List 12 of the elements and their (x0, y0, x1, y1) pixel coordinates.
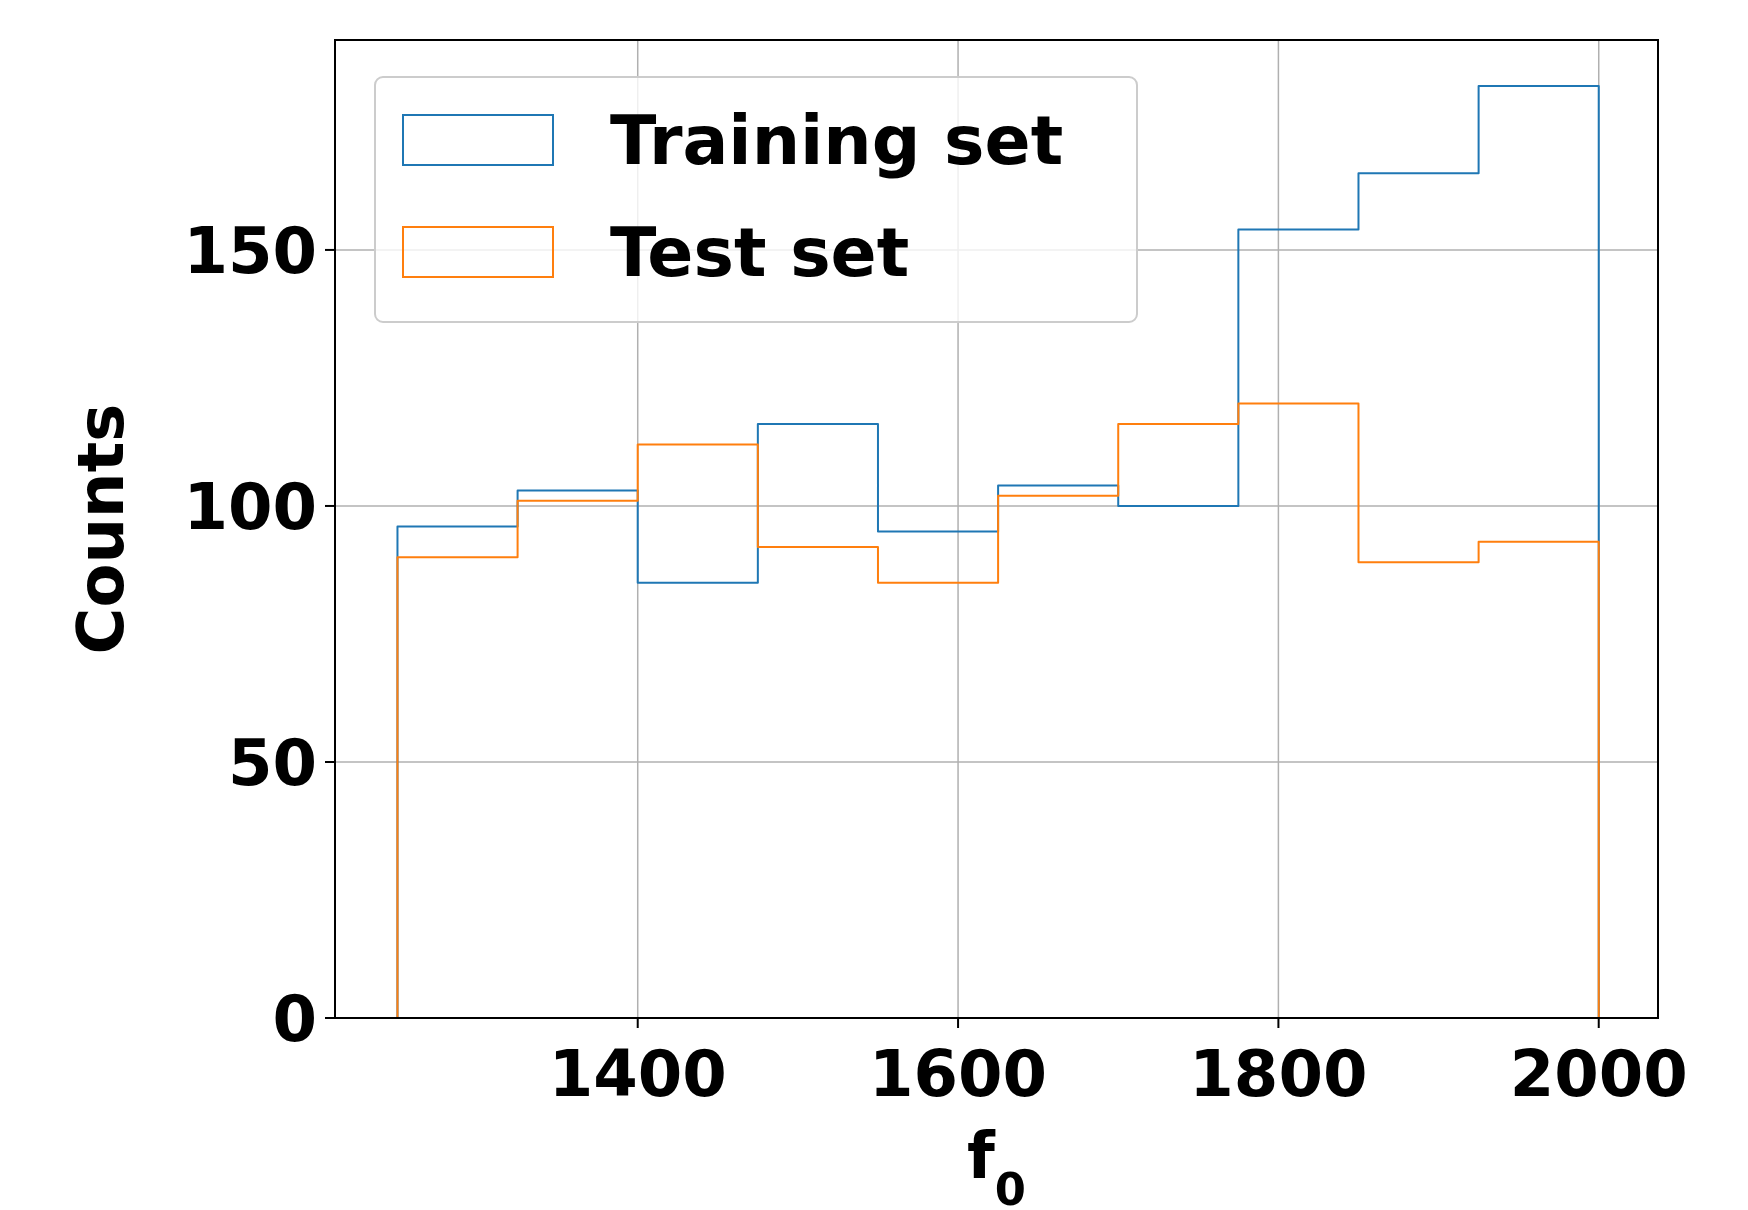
y-tick-label: 150 (183, 213, 317, 288)
x-axis-title: f$_{0}$ (966, 1119, 1027, 1210)
y-tick-label: 50 (227, 726, 317, 801)
y-tick-label: 0 (272, 982, 317, 1057)
x-tick-label: 1600 (869, 1037, 1048, 1111)
x-tick-label: 1800 (1189, 1037, 1368, 1111)
y-axis-title: Counts (64, 403, 138, 655)
legend-label: Training set (610, 101, 1064, 181)
x-tick-label: 2000 (1509, 1037, 1688, 1111)
x-tick-label: 1400 (548, 1037, 727, 1111)
legend-label: Test set (610, 213, 910, 293)
y-tick-label: 100 (183, 470, 317, 544)
